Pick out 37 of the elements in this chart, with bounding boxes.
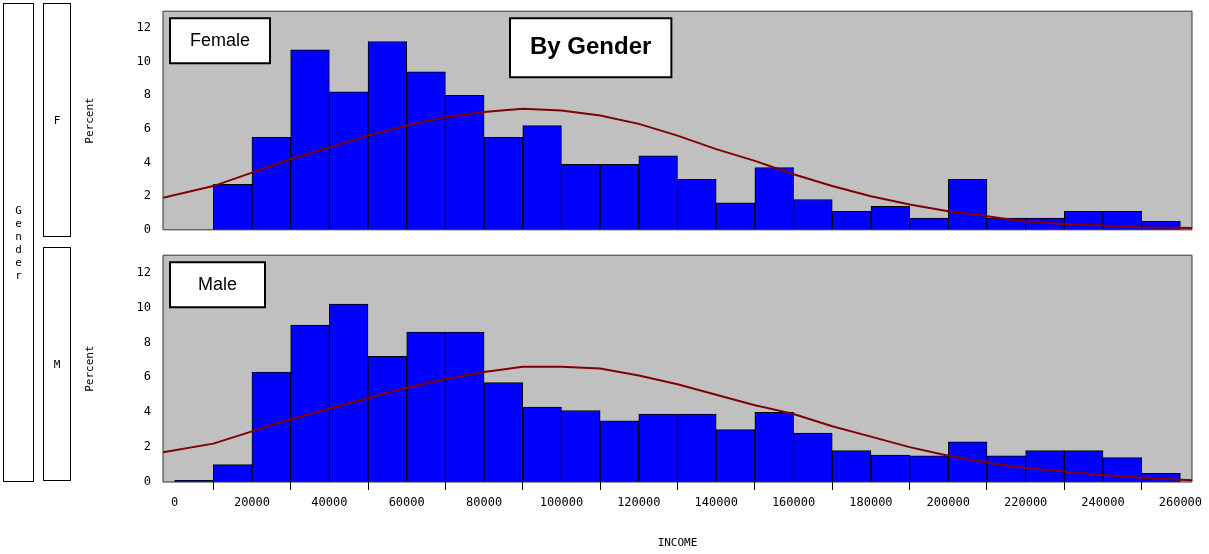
y-tick-label: 8	[143, 334, 151, 349]
y-tick-label: 0	[143, 474, 151, 489]
y-tick-label: 8	[143, 87, 151, 102]
x-tick-label: 260000	[1158, 495, 1203, 510]
y-tick-label: 0	[143, 221, 151, 236]
y-tick-label: 6	[143, 369, 151, 384]
y-axis-title: Percent	[83, 345, 97, 392]
x-tick-label: 100000	[539, 495, 584, 510]
y-tick-label: 12	[136, 20, 151, 35]
x-tick-label: 120000	[617, 495, 661, 510]
y-tick-label: 4	[143, 154, 151, 169]
y-tick-label: 12	[136, 264, 151, 279]
y-tick-label: 10	[136, 53, 151, 68]
x-tick-label: 60000	[388, 495, 425, 510]
text: F	[53, 113, 61, 127]
annotation: Female	[189, 29, 251, 50]
text: By Gender	[530, 32, 652, 60]
x-tick-label: 0	[170, 495, 179, 510]
y-tick-label: 10	[136, 299, 151, 314]
x-tick-label: 20000	[233, 495, 271, 510]
x-tick-label: 160000	[771, 495, 816, 510]
x-tick-label: 200000	[926, 495, 970, 510]
y-tick-label: 4	[143, 404, 151, 419]
y-tick-label: 2	[143, 439, 151, 454]
y-tick-label: 6	[143, 121, 151, 136]
x-tick-label: 80000	[466, 495, 503, 510]
x-tick-label: 40000	[311, 495, 348, 510]
y-tick-label: 2	[143, 188, 151, 203]
x-tick-label: 180000	[849, 495, 893, 510]
x-axis-title: INCOME	[657, 536, 698, 550]
text: M	[53, 357, 61, 371]
x-tick-label: 140000	[694, 495, 738, 510]
annotation: Male	[197, 273, 238, 294]
x-tick-label: 240000	[1081, 495, 1125, 510]
text: Gender	[12, 203, 25, 282]
y-axis-title: Percent	[83, 97, 97, 144]
x-tick-label: 220000	[1003, 495, 1048, 510]
